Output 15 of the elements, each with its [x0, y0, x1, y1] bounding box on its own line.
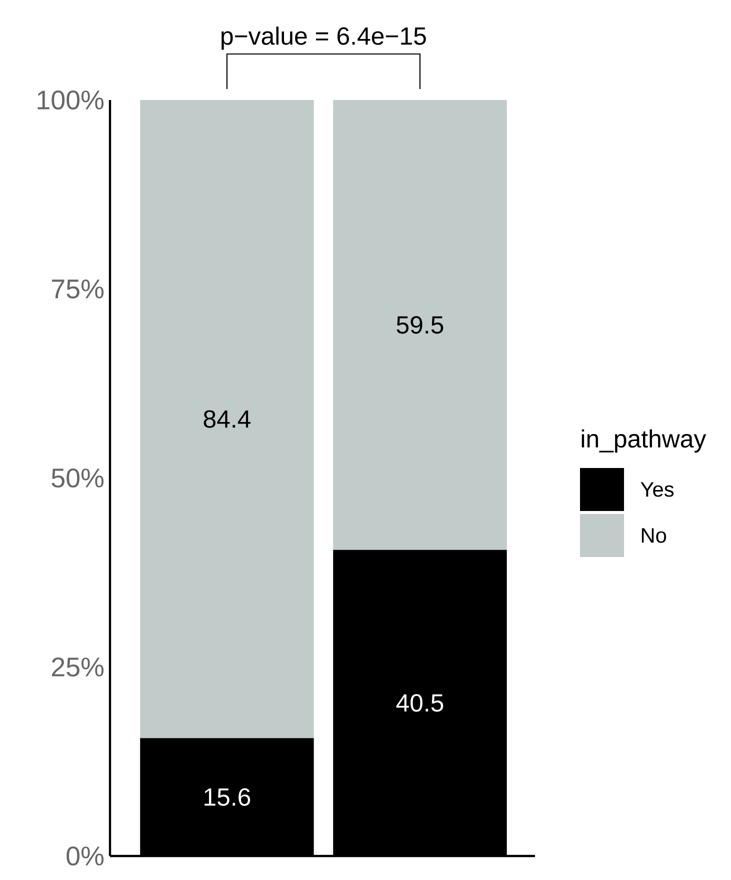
y-tick-label: 25%: [52, 657, 104, 677]
text: p−value = 6.4e−15: [222, 26, 426, 50]
legend-label: Yes: [640, 482, 674, 497]
y-tick-label: 0%: [66, 846, 104, 866]
bar: [333, 100, 507, 550]
y-tick-label: 75%: [52, 280, 104, 298]
legend-title: in_pathway: [582, 429, 706, 453]
bar: [140, 100, 314, 738]
y-tick-label: 100%: [38, 90, 104, 110]
data-label: 84.4: [204, 410, 250, 428]
data-label: 59.5: [396, 316, 444, 334]
legend-label: No: [642, 528, 666, 543]
data-label: 15.6: [204, 788, 250, 806]
y-tick-label: 50%: [52, 468, 104, 488]
data-label: 40.5: [396, 694, 444, 712]
